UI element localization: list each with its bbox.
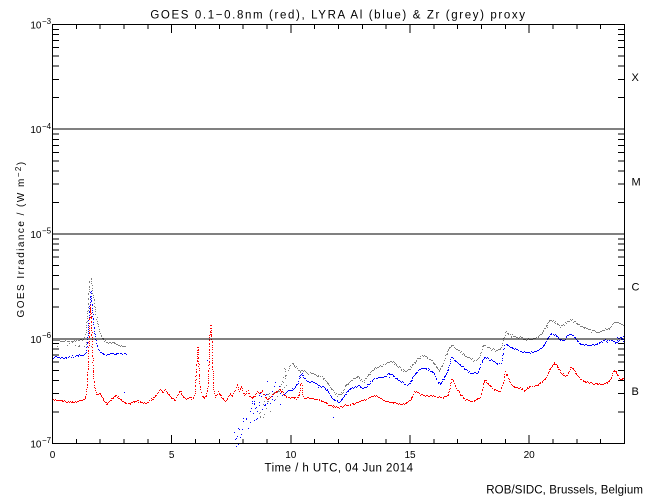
svg-text:−7: −7 xyxy=(42,436,52,445)
svg-text:10: 10 xyxy=(285,450,297,461)
svg-text:−3: −3 xyxy=(42,17,52,26)
svg-text:GOES Irradiance / (W m−2): GOES Irradiance / (W m−2) xyxy=(14,160,27,317)
svg-text:20: 20 xyxy=(524,450,536,461)
svg-text:B: B xyxy=(632,386,639,398)
svg-text:5: 5 xyxy=(169,450,175,461)
svg-text:15: 15 xyxy=(404,450,416,461)
svg-text:10: 10 xyxy=(30,440,42,451)
svg-text:Time / h UTC, 04 Jun 2014: Time / h UTC, 04 Jun 2014 xyxy=(265,463,414,475)
svg-text:M: M xyxy=(632,177,641,189)
svg-text:X: X xyxy=(632,72,640,84)
svg-text:ROB/SIDC, Brussels, Belgium: ROB/SIDC, Brussels, Belgium xyxy=(486,485,643,497)
svg-text:10: 10 xyxy=(30,335,42,346)
svg-text:−4: −4 xyxy=(42,122,52,131)
svg-text:GOES 0.1−0.8nm (red), LYRA Al: GOES 0.1−0.8nm (red), LYRA Al (blue) & Z… xyxy=(150,10,526,22)
svg-text:10: 10 xyxy=(30,230,42,241)
svg-text:−6: −6 xyxy=(42,331,52,340)
svg-text:C: C xyxy=(632,281,640,293)
svg-text:−5: −5 xyxy=(42,227,52,236)
svg-text:0: 0 xyxy=(50,450,56,461)
svg-text:10: 10 xyxy=(30,125,42,136)
svg-text:10: 10 xyxy=(30,21,42,32)
